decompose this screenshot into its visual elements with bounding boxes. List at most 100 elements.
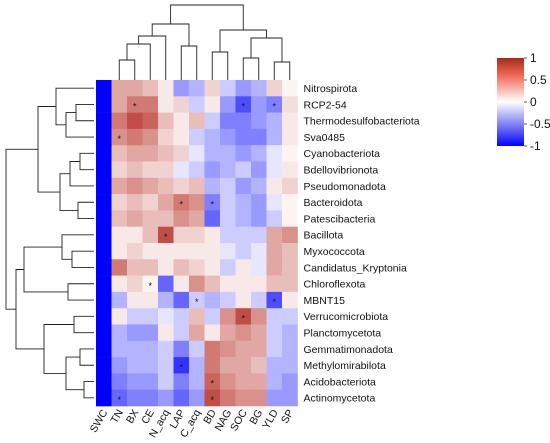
heatmap-cell bbox=[158, 210, 174, 227]
heatmap-cell bbox=[142, 243, 159, 260]
heatmap-cell bbox=[251, 194, 267, 211]
heatmap-cell bbox=[96, 80, 112, 97]
heatmap-cell bbox=[173, 112, 190, 130]
row-label: Candidatus_Kryptonia bbox=[304, 262, 407, 274]
heatmap-cell bbox=[158, 275, 174, 293]
heatmap-cell bbox=[158, 259, 174, 276]
heatmap-cell bbox=[158, 389, 174, 407]
dendrogram-branch bbox=[151, 23, 190, 46]
significance-marks: * * * * * * * * * * * * * * * bbox=[117, 101, 276, 404]
heatmap-cell bbox=[142, 291, 159, 309]
heatmap-cell bbox=[111, 259, 128, 276]
heatmap-cell bbox=[111, 96, 128, 113]
colorbar-tick-label: -0.5 bbox=[530, 117, 550, 131]
dendrogram-branch bbox=[242, 57, 260, 80]
heatmap-cell bbox=[142, 161, 159, 179]
row-label: Planctomycetota bbox=[304, 327, 382, 339]
heatmap-cell bbox=[266, 177, 283, 195]
heatmap-cell bbox=[266, 210, 283, 227]
heatmap-cell bbox=[282, 324, 298, 342]
heatmap-cell bbox=[111, 194, 128, 211]
column-label: BX bbox=[124, 408, 141, 426]
heatmap-cell bbox=[142, 340, 159, 358]
heatmap-cell bbox=[282, 161, 298, 179]
heatmap-cell bbox=[220, 226, 236, 244]
heatmap-cell bbox=[127, 357, 143, 374]
heatmap-cell bbox=[189, 291, 205, 309]
heatmap-cell bbox=[235, 210, 252, 227]
row-label: Acidobacteriota bbox=[304, 376, 377, 388]
dendrogram-branch bbox=[118, 59, 136, 80]
column-label: YLD bbox=[260, 407, 281, 431]
heatmap-cell bbox=[173, 128, 190, 146]
heatmap-cell bbox=[266, 96, 283, 113]
row-label: Bdellovibrionota bbox=[304, 164, 379, 176]
heatmap-cell bbox=[127, 177, 143, 195]
heatmap-cell bbox=[173, 80, 190, 97]
heatmap-cell bbox=[282, 128, 298, 146]
heatmap-cell bbox=[127, 389, 143, 407]
heatmap-cell bbox=[111, 357, 128, 374]
row-label: Thermodesulfobacteriota bbox=[304, 116, 420, 128]
heatmap-cell bbox=[127, 161, 143, 179]
heatmap-cell bbox=[127, 259, 143, 276]
significance-mark: * bbox=[210, 379, 214, 389]
dendrogram-branch bbox=[273, 61, 291, 80]
heatmap-cell bbox=[282, 112, 298, 130]
heatmap-cell bbox=[235, 226, 252, 244]
heatmap-cell bbox=[173, 243, 190, 260]
dendrogram-branch bbox=[79, 348, 94, 366]
heatmap-cell bbox=[142, 389, 159, 407]
heatmap-cell bbox=[235, 357, 252, 374]
heatmap-cell bbox=[189, 145, 205, 162]
row-label: Methylomirabilota bbox=[304, 360, 386, 372]
heatmap-cell bbox=[189, 80, 205, 97]
heatmap-cell bbox=[220, 357, 236, 374]
heatmap-cell bbox=[142, 259, 159, 276]
heatmap-cell bbox=[220, 308, 236, 325]
heatmap-cell bbox=[142, 145, 159, 162]
heatmap-cell bbox=[189, 357, 205, 374]
significance-mark: * bbox=[117, 395, 121, 405]
heatmap-cell bbox=[96, 340, 112, 358]
heatmap-cell bbox=[204, 259, 221, 276]
heatmap-cell bbox=[251, 275, 267, 293]
row-label: Actinomycetota bbox=[304, 393, 376, 405]
colorbar-legend: 1 0.5 0 -0.5 -1 bbox=[497, 51, 550, 153]
heatmap-cell bbox=[142, 373, 159, 390]
heatmap-cell bbox=[96, 96, 112, 113]
heatmap-cell bbox=[127, 96, 143, 113]
heatmap-cell bbox=[111, 128, 128, 146]
heatmap-cell bbox=[251, 112, 267, 130]
heatmap-cell bbox=[266, 145, 283, 162]
heatmap-cell bbox=[251, 226, 267, 244]
heatmap-cell bbox=[173, 161, 190, 179]
significance-mark: * bbox=[210, 395, 214, 405]
heatmap-cell bbox=[204, 373, 221, 390]
heatmap-cell bbox=[142, 226, 159, 244]
heatmap-cell bbox=[220, 161, 236, 179]
heatmap-cell bbox=[173, 373, 190, 390]
heatmap-cell bbox=[173, 226, 190, 244]
heatmap-cell bbox=[235, 194, 252, 211]
dendrogram-branch bbox=[15, 269, 44, 350]
heatmap-cell bbox=[127, 291, 143, 309]
significance-mark: * bbox=[148, 281, 152, 291]
heatmap-cell bbox=[220, 373, 236, 390]
heatmap-cell bbox=[96, 112, 112, 130]
heatmap-cell bbox=[235, 243, 252, 260]
heatmap-cell bbox=[158, 373, 174, 390]
heatmap-cell bbox=[235, 373, 252, 390]
heatmap-cell bbox=[189, 161, 205, 179]
dendrogram-branch bbox=[211, 51, 229, 80]
heatmap-cell bbox=[220, 291, 236, 309]
heatmap-cell bbox=[96, 389, 112, 407]
dendrogram-branch bbox=[138, 35, 167, 80]
heatmap-cell bbox=[111, 210, 128, 227]
dendrogram-branch bbox=[65, 356, 84, 391]
heatmap-cell bbox=[189, 210, 205, 227]
heatmap-cell bbox=[282, 96, 298, 113]
heatmap-cell bbox=[235, 112, 252, 130]
heatmap-cell bbox=[266, 340, 283, 358]
significance-mark: * bbox=[179, 362, 183, 372]
